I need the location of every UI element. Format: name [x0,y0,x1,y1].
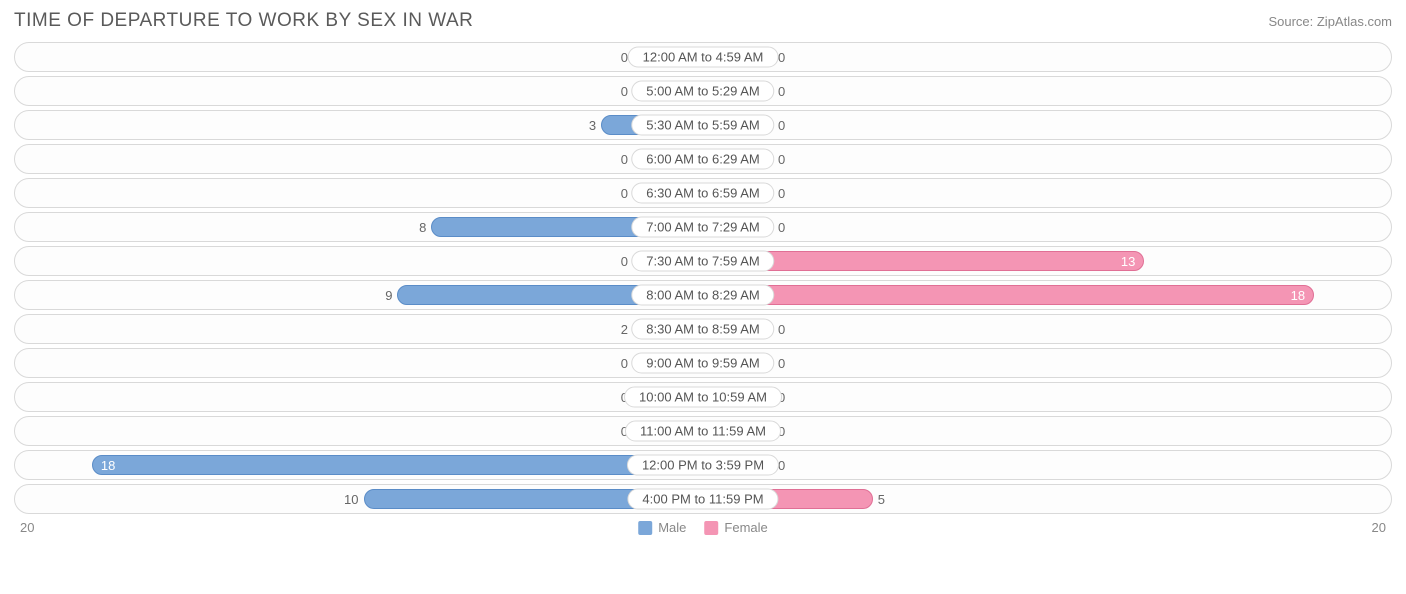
chart-row: 3 0 5:30 AM to 5:59 AM [14,110,1392,140]
chart-title: TIME OF DEPARTURE TO WORK BY SEX IN WAR [14,10,473,32]
legend-label-female: Female [724,520,767,535]
chart-row: 0 13 7:30 AM to 7:59 AM [14,246,1392,276]
category-label: 4:00 PM to 11:59 PM [627,489,778,510]
bar-female-value: 0 [778,458,785,473]
bar-female-value: 0 [778,84,785,99]
bar-male-value: 0 [621,186,628,201]
bar-male-value: 0 [621,254,628,269]
chart-row: 8 0 7:00 AM to 7:29 AM [14,212,1392,242]
category-label: 8:00 AM to 8:29 AM [631,285,774,306]
category-label: 7:30 AM to 7:59 AM [631,251,774,272]
category-label: 8:30 AM to 8:59 AM [631,319,774,340]
bar-male-value: 18 [101,458,115,473]
bar-female: 18 [703,285,1314,305]
category-label: 6:00 AM to 6:29 AM [631,149,774,170]
bar-female-value: 0 [778,220,785,235]
category-label: 5:30 AM to 5:59 AM [631,115,774,136]
legend-swatch-female [704,521,718,535]
bar-female-value: 18 [1291,288,1305,303]
diverging-bar-chart: 0012:00 AM to 4:59 AM005:00 AM to 5:29 A… [14,42,1392,514]
bar-male-value: 0 [621,152,628,167]
category-label: 5:00 AM to 5:29 AM [631,81,774,102]
bar-female-value: 5 [878,492,885,507]
category-label: 6:30 AM to 6:59 AM [631,183,774,204]
source-label: Source: ZipAtlas.com [1268,14,1392,29]
bar-male-value: 8 [419,220,426,235]
legend-label-male: Male [658,520,686,535]
legend-swatch-male [638,521,652,535]
category-label: 11:00 AM to 11:59 AM [625,421,781,442]
chart-row: 0010:00 AM to 10:59 AM [14,382,1392,412]
legend-item-female: Female [704,520,767,535]
chart-row: 18 012:00 PM to 3:59 PM [14,450,1392,480]
axis-max-left: 20 [14,520,703,535]
category-label: 12:00 AM to 4:59 AM [628,47,779,68]
bar-female-value: 0 [778,118,785,133]
chart-row: 10 5 4:00 PM to 11:59 PM [14,484,1392,514]
bar-female-value: 0 [778,152,785,167]
bar-male-value: 0 [621,356,628,371]
bar-male-value: 9 [385,288,392,303]
category-label: 10:00 AM to 10:59 AM [624,387,782,408]
chart-row: 006:30 AM to 6:59 AM [14,178,1392,208]
chart-row: 006:00 AM to 6:29 AM [14,144,1392,174]
chart-row: 2 0 8:30 AM to 8:59 AM [14,314,1392,344]
category-label: 12:00 PM to 3:59 PM [627,455,779,476]
bar-female-value: 0 [778,186,785,201]
category-label: 9:00 AM to 9:59 AM [631,353,774,374]
bar-female-value: 0 [778,322,785,337]
legend: Male Female [638,520,768,535]
axis-max-right: 20 [703,520,1392,535]
chart-row: 005:00 AM to 5:29 AM [14,76,1392,106]
bar-female-value: 13 [1121,254,1135,269]
legend-item-male: Male [638,520,686,535]
bar-male-value: 3 [589,118,596,133]
bar-male-value: 2 [621,322,628,337]
bar-male-value: 10 [344,492,358,507]
category-label: 7:00 AM to 7:29 AM [631,217,774,238]
chart-row: 9 18 8:00 AM to 8:29 AM [14,280,1392,310]
chart-row: 0012:00 AM to 4:59 AM [14,42,1392,72]
bar-female-value: 0 [778,50,785,65]
bar-male: 18 [92,455,703,475]
chart-row: 009:00 AM to 9:59 AM [14,348,1392,378]
bar-male-value: 0 [621,84,628,99]
chart-row: 0011:00 AM to 11:59 AM [14,416,1392,446]
bar-female-value: 0 [778,356,785,371]
